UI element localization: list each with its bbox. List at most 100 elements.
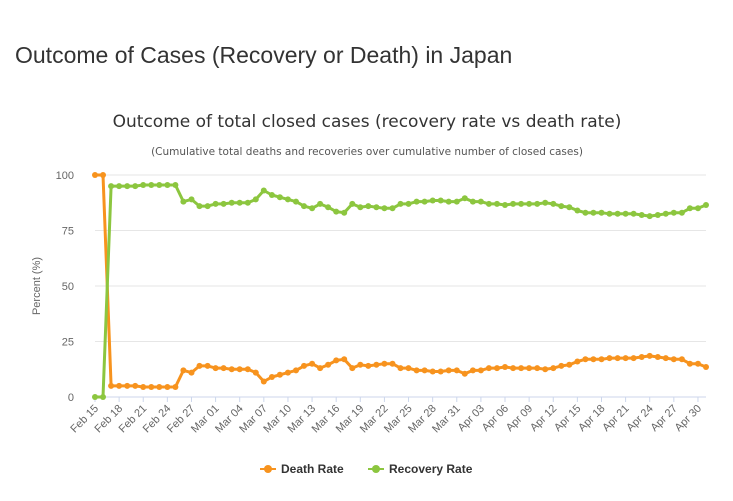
data-point[interactable] [678,209,685,216]
legend[interactable]: Death Rate Recovery Rate [260,462,473,476]
data-point[interactable] [132,382,139,389]
data-point[interactable] [518,200,525,207]
data-point[interactable] [510,200,517,207]
data-point[interactable] [204,362,211,369]
data-point[interactable] [582,209,589,216]
data-point[interactable] [381,360,388,367]
data-point[interactable] [598,356,605,363]
data-point[interactable] [606,210,613,217]
data-point[interactable] [373,361,380,368]
data-point[interactable] [92,172,98,178]
data-point[interactable] [469,198,476,205]
data-point[interactable] [502,364,508,370]
data-point[interactable] [413,367,420,374]
data-point[interactable] [397,200,404,207]
data-point[interactable] [341,209,348,216]
data-point[interactable] [284,369,291,376]
data-point[interactable] [582,356,589,363]
data-point[interactable] [188,196,195,203]
data-point[interactable] [204,203,211,210]
data-point[interactable] [542,366,549,373]
data-point[interactable] [260,378,267,385]
data-point[interactable] [341,356,348,363]
data-point[interactable] [566,204,573,211]
data-point[interactable] [132,183,139,190]
data-point[interactable] [678,356,685,363]
data-point[interactable] [309,205,316,212]
data-point[interactable] [421,198,428,205]
data-point[interactable] [349,365,356,372]
data-point[interactable] [461,195,468,202]
data-point[interactable] [124,382,131,389]
data-point[interactable] [574,358,581,365]
data-point[interactable] [477,198,484,205]
data-point[interactable] [703,202,709,208]
data-point[interactable] [252,196,259,203]
data-point[interactable] [558,203,565,210]
data-point[interactable] [461,370,468,377]
data-point[interactable] [574,207,581,214]
data-point[interactable] [389,360,396,367]
data-point[interactable] [252,369,259,376]
legend-item-death-rate[interactable]: Death Rate [260,462,344,476]
data-point[interactable] [100,172,106,178]
data-point[interactable] [494,200,500,207]
data-point[interactable] [325,361,332,368]
data-point[interactable] [703,364,709,370]
data-point[interactable] [646,352,653,359]
data-point[interactable] [413,198,420,205]
data-point[interactable] [148,384,155,390]
data-point[interactable] [92,394,98,400]
data-point[interactable] [598,209,605,216]
data-point[interactable] [116,183,123,190]
data-point[interactable] [485,365,492,372]
data-point[interactable] [333,357,340,364]
data-point[interactable] [638,354,645,360]
data-point[interactable] [365,203,372,210]
data-point[interactable] [108,183,115,190]
data-point[interactable] [349,200,356,207]
data-point[interactable] [268,374,275,380]
data-point[interactable] [244,366,251,373]
data-point[interactable] [429,197,436,204]
data-point[interactable] [405,365,412,372]
data-point[interactable] [260,187,267,194]
data-point[interactable] [156,182,163,188]
data-point[interactable] [502,202,508,208]
data-point[interactable] [670,356,677,363]
data-point[interactable] [397,365,404,372]
data-point[interactable] [590,209,597,216]
data-point[interactable] [630,210,637,217]
data-point[interactable] [284,196,291,203]
data-point[interactable] [614,355,621,362]
data-point[interactable] [606,355,613,362]
data-point[interactable] [453,367,460,374]
data-point[interactable] [638,212,645,218]
data-point[interactable] [590,356,597,363]
data-point[interactable] [317,365,324,372]
data-point[interactable] [172,384,179,390]
data-point[interactable] [526,200,533,207]
data-point[interactable] [445,367,452,374]
data-point[interactable] [381,205,388,212]
data-point[interactable] [172,182,179,188]
data-point[interactable] [518,365,525,372]
data-point[interactable] [140,384,147,390]
data-point[interactable] [365,362,372,369]
data-point[interactable] [662,210,669,217]
data-point[interactable] [309,360,316,367]
data-point[interactable] [164,384,171,390]
data-point[interactable] [357,361,364,368]
data-point[interactable] [654,212,661,218]
data-point[interactable] [550,365,557,372]
data-point[interactable] [429,368,436,375]
data-point[interactable] [646,213,653,220]
data-point[interactable] [654,354,661,360]
data-point[interactable] [437,197,444,204]
data-point[interactable] [188,369,195,376]
data-point[interactable] [695,205,701,212]
data-point[interactable] [542,199,549,206]
data-point[interactable] [244,199,251,206]
data-point[interactable] [276,371,283,378]
data-point[interactable] [100,394,106,400]
